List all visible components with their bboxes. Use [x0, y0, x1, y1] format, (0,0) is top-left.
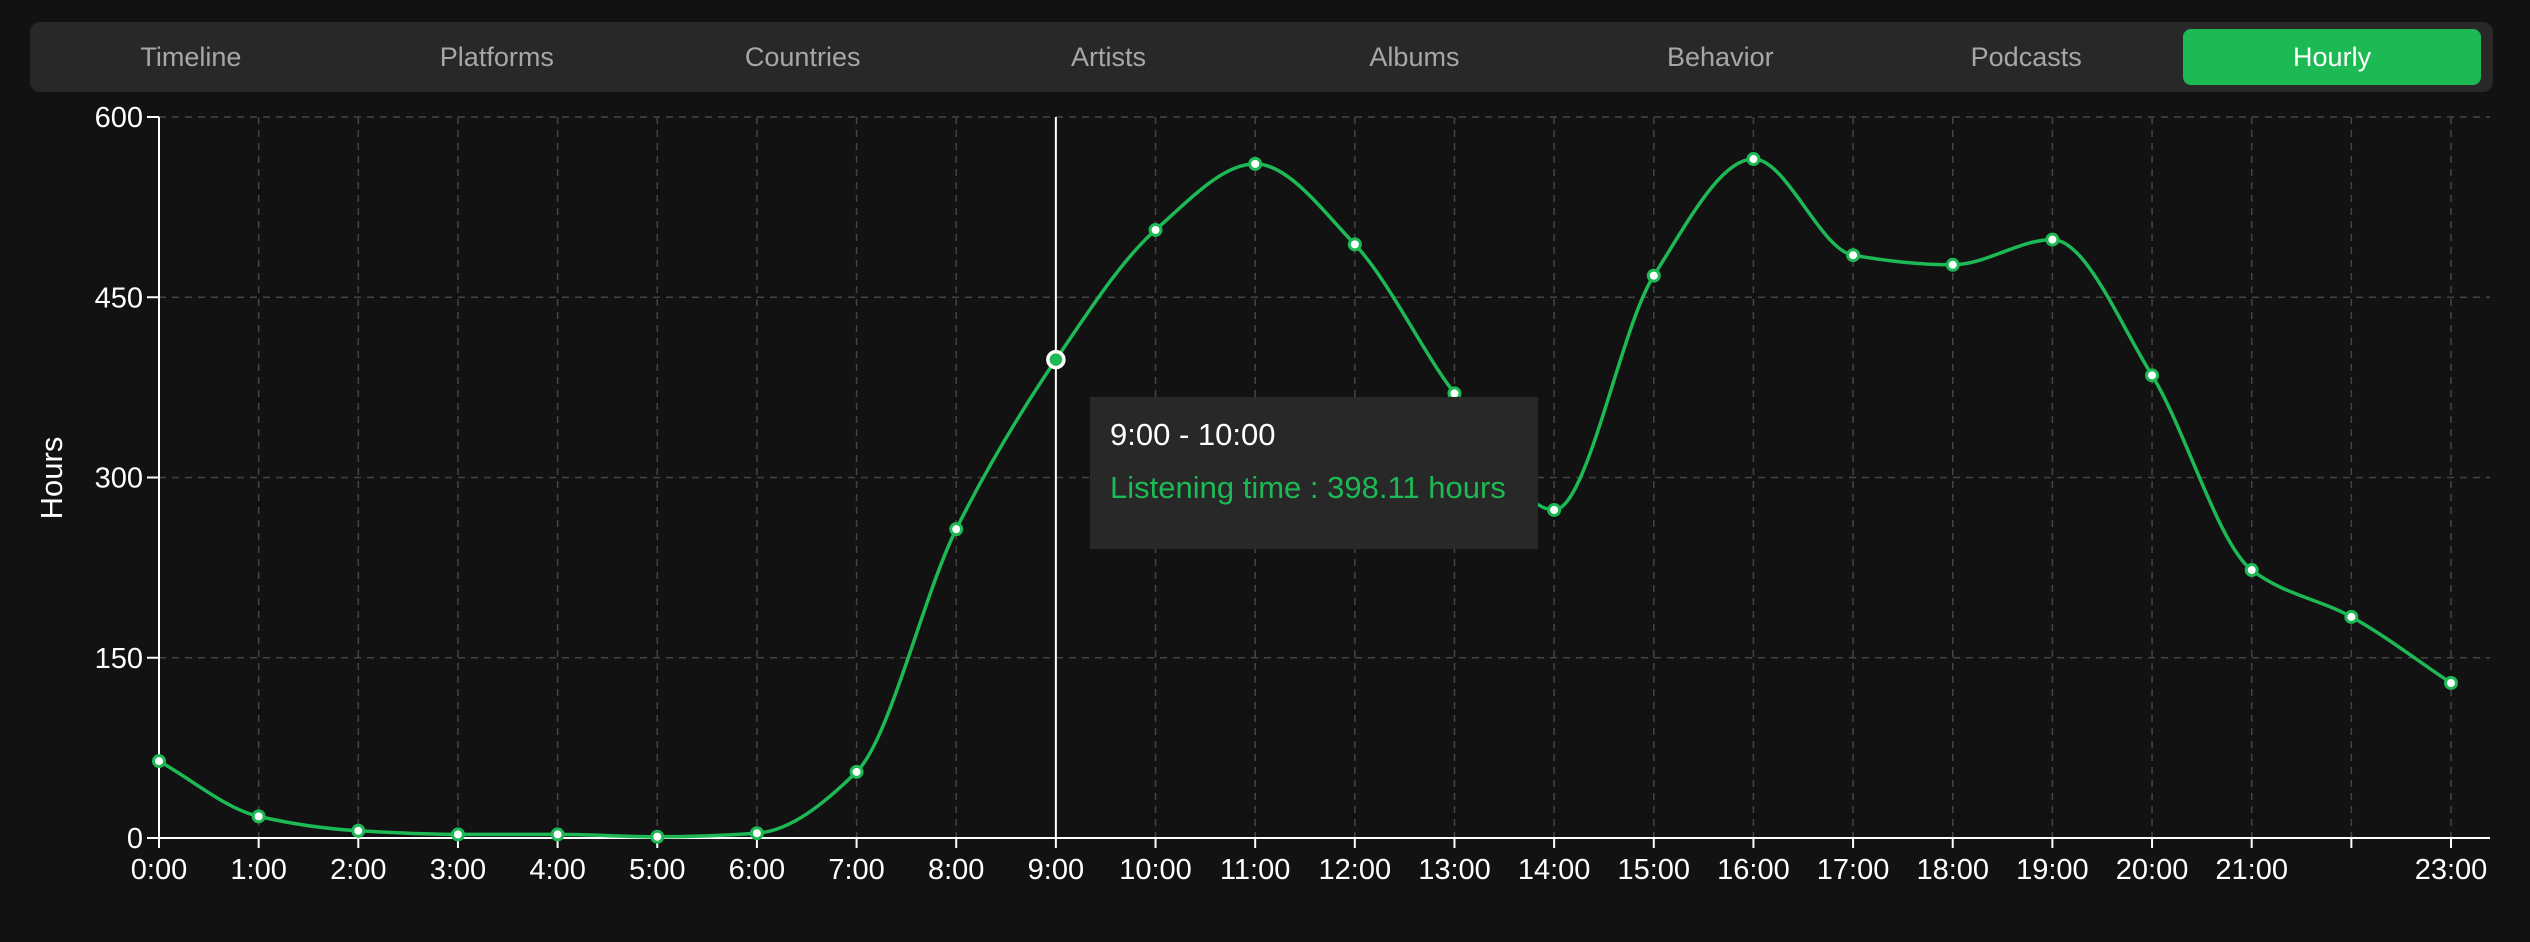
- x-tick-label: 21:00: [2215, 854, 2288, 886]
- x-tick-label: 15:00: [1617, 854, 1690, 886]
- x-tick-label: 5:00: [629, 854, 685, 886]
- data-point: [550, 827, 565, 842]
- data-point: [849, 764, 864, 779]
- x-tick-label: 17:00: [1817, 854, 1890, 886]
- x-tick-label: 10:00: [1119, 854, 1192, 886]
- data-point: [1945, 257, 1960, 272]
- data-point: [2145, 368, 2160, 383]
- x-tick-label: 2:00: [330, 854, 386, 886]
- tab-countries[interactable]: Countries: [744, 41, 861, 72]
- data-point: [2244, 563, 2259, 578]
- y-tick-label: 0: [127, 823, 143, 855]
- x-tick-label: 18:00: [1916, 854, 1989, 886]
- tab-albums[interactable]: Albums: [1369, 41, 1460, 72]
- x-tick-label: 12:00: [1319, 854, 1392, 886]
- data-point: [1148, 222, 1163, 237]
- data-point: [2444, 675, 2458, 690]
- tab-behavior[interactable]: Behavior: [1667, 41, 1774, 72]
- data-point-hovered: [1046, 349, 1066, 370]
- x-tick-label: 23:00: [2415, 854, 2488, 886]
- chart-tooltip: 9:00 - 10:00 Listening time : 398.11 hou…: [1090, 397, 1538, 549]
- data-point: [251, 809, 266, 824]
- x-tick-label: 8:00: [928, 854, 984, 886]
- data-point: [1846, 248, 1861, 263]
- data-point: [2344, 609, 2359, 624]
- data-point: [749, 826, 764, 841]
- tab-podcasts[interactable]: Podcasts: [1970, 41, 2082, 72]
- x-tick-label: 14:00: [1518, 854, 1591, 886]
- x-tick-label: 0:00: [131, 854, 187, 886]
- y-tick-label: 450: [95, 282, 143, 314]
- data-point: [1547, 502, 1562, 517]
- x-tick-label: 16:00: [1717, 854, 1790, 886]
- tab-artists[interactable]: Artists: [1071, 41, 1147, 72]
- data-point: [1347, 237, 1362, 252]
- tooltip-title: 9:00 - 10:00: [1110, 417, 1276, 452]
- data-point: [450, 827, 465, 842]
- x-tick-label: 6:00: [729, 854, 785, 886]
- tab-timeline[interactable]: Timeline: [140, 41, 242, 72]
- y-axis-title: Hours: [34, 437, 69, 520]
- tab-hourly[interactable]: Hourly: [2183, 29, 2481, 85]
- x-tick-label: 3:00: [430, 854, 486, 886]
- x-tick-label: 13:00: [1418, 854, 1491, 886]
- data-point: [351, 823, 366, 838]
- x-tick-label: 1:00: [230, 854, 286, 886]
- x-tick-label: 4:00: [529, 854, 585, 886]
- tab-bar: Timeline Platforms Countries Artists Albums B…: [30, 22, 2493, 92]
- tooltip-value: Listening time : 398.11 hours: [1110, 470, 1506, 505]
- y-tick-label: 600: [95, 102, 143, 134]
- y-tick-label: 150: [95, 643, 143, 675]
- tab-platforms[interactable]: Platforms: [439, 41, 554, 72]
- x-tick-label: 9:00: [1028, 854, 1084, 886]
- data-point: [152, 754, 166, 769]
- data-point: [650, 829, 665, 844]
- y-tick-label: 300: [95, 463, 143, 495]
- data-point: [1646, 268, 1661, 283]
- data-point: [1248, 156, 1263, 171]
- x-tick-label: 20:00: [2116, 854, 2189, 886]
- x-tick-label: 7:00: [828, 854, 884, 886]
- data-point: [2045, 232, 2060, 247]
- x-tick-label: 11:00: [1220, 854, 1290, 886]
- data-point: [1746, 152, 1761, 167]
- x-tick-label: 19:00: [2016, 854, 2089, 886]
- data-point: [949, 522, 964, 537]
